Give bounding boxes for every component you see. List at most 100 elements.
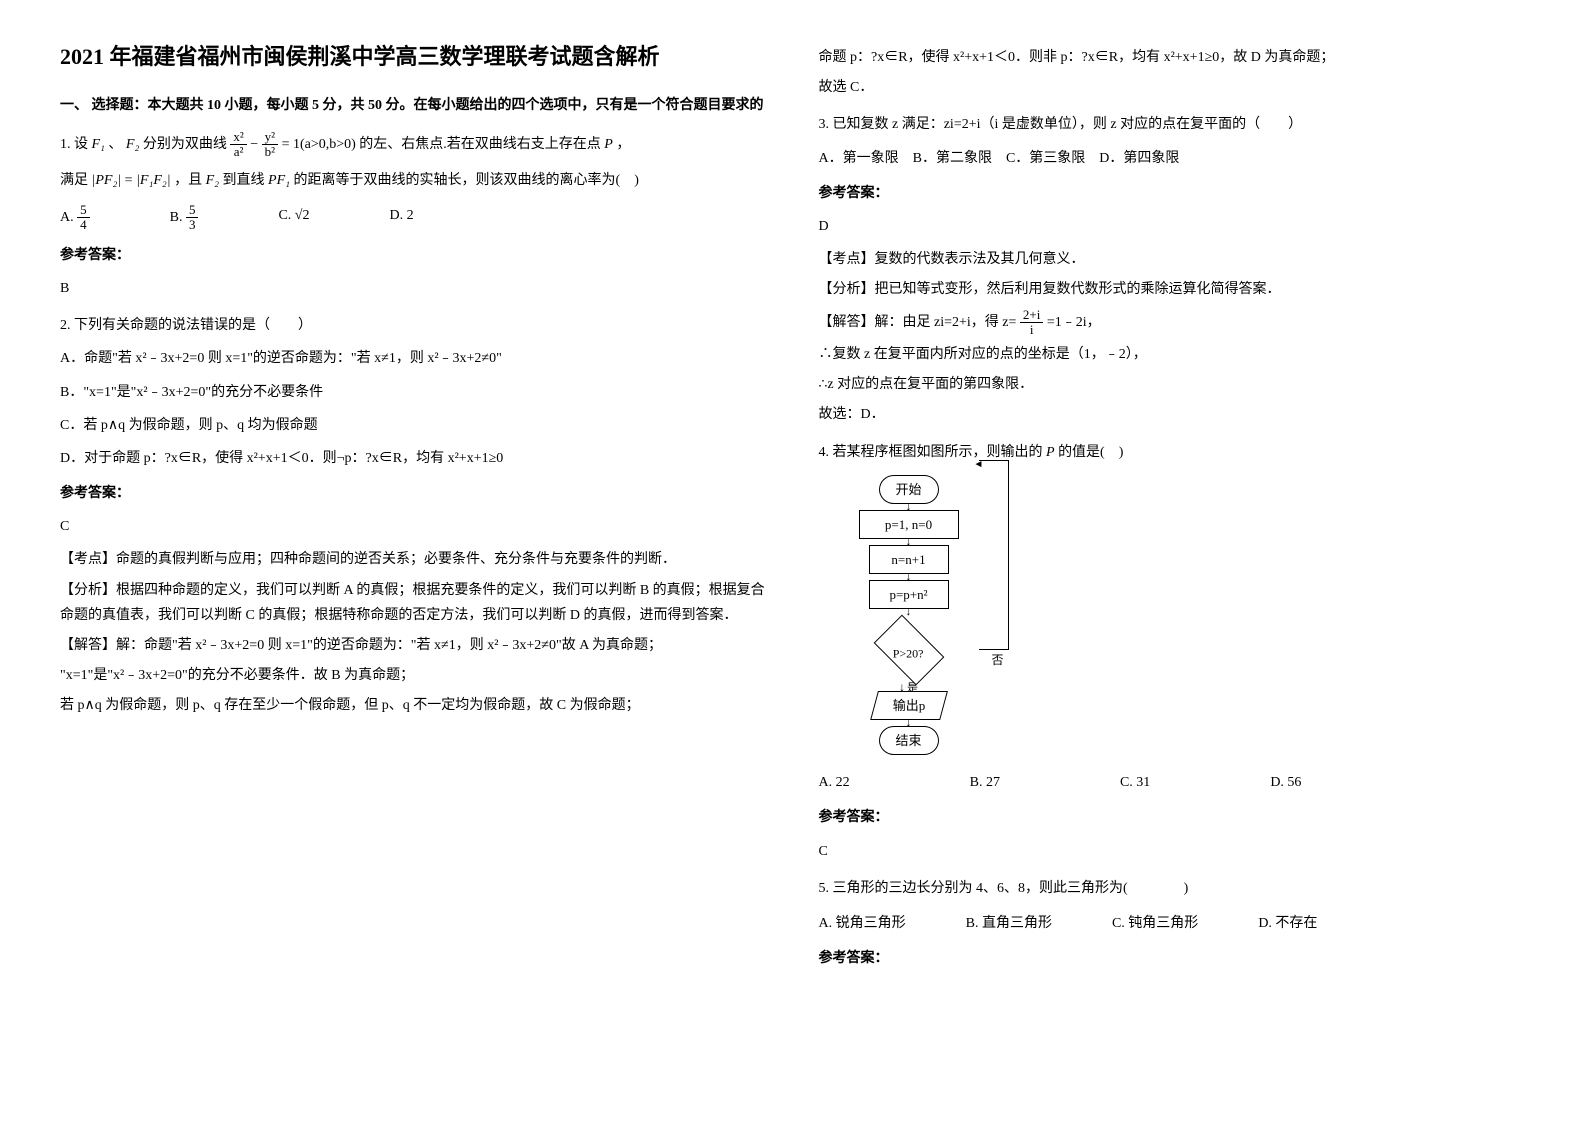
q1-p: P (604, 132, 613, 157)
flowchart: 开始 ↓ p=1, n=0 ↓ ◄ n=n+1 ↓ p=p+n² ↓ P>20?… (839, 475, 979, 755)
q1-answer: B (60, 276, 769, 301)
col2-top2: 故选 C． (819, 75, 1528, 100)
q4-answer: C (819, 839, 1528, 864)
q1-minus: − (250, 137, 261, 152)
q1-optA: A. 54 (60, 203, 90, 233)
q3-opts: A．第一象限 B．第二象限 C．第三象限 D．第四象限 (819, 146, 1528, 171)
q3-solve4: 故选：D． (819, 402, 1528, 427)
q4-answer-label: 参考答案： (819, 805, 1528, 830)
flow-output: 输出p (870, 691, 948, 720)
q5-options: A. 锐角三角形 B. 直角三角形 C. 钝角三角形 D. 不存在 (819, 911, 1528, 936)
flow-cond: P>20? (873, 615, 944, 686)
q4-text: 4. 若某程序框图如图所示，则输出的 P 的值是( ) (819, 440, 1528, 465)
arrow-icon: ↓ (839, 607, 979, 617)
question-4: 4. 若某程序框图如图所示，则输出的 P 的值是( ) 开始 ↓ p=1, n=… (819, 440, 1528, 864)
q3-frac: 2+ii (1020, 308, 1043, 338)
q2-optA: A．命题"若 x²﹣3x+2=0 则 x=1"的逆否命题为："若 x≠1，则 x… (60, 346, 769, 371)
num: 5 (186, 203, 199, 218)
q1-f2b: F₂ (206, 168, 219, 193)
frac-num: x² (230, 130, 246, 145)
flow-end: 结束 (879, 726, 939, 755)
q4-pvar: P (1046, 440, 1055, 465)
q3-analysis: 【分析】把已知等式变形，然后利用复数代数形式的乘除运算化简得答案． (819, 277, 1528, 302)
num: 2+i (1020, 308, 1043, 323)
q3-answer: D (819, 214, 1528, 239)
q2-analysis: 【分析】根据四种命题的定义，我们可以判断 A 的真假；根据充要条件的定义，我们可… (60, 578, 769, 628)
q1-f1: F₁ (92, 132, 105, 157)
q1-pf1: PF₁ (268, 168, 290, 193)
q1-prefix: 1. 设 (60, 137, 88, 152)
q4-optA: A. 22 (819, 770, 850, 795)
q3-text: 3. 已知复数 z 满足：zi=2+i（i 是虚数单位），则 z 对应的点在复平… (819, 112, 1528, 137)
den: 3 (186, 218, 199, 232)
question-1: 1. 设 F₁ 、 F₂ 分别为双曲线 x²a² − y²b² = 1(a>0,… (60, 130, 769, 301)
q1-pf2: |PF₂| (92, 168, 122, 193)
q1-answer-label: 参考答案： (60, 243, 769, 268)
question-3: 3. 已知复数 z 满足：zi=2+i（i 是虚数单位），则 z 对应的点在复平… (819, 112, 1528, 427)
question-2: 2. 下列有关命题的说法错误的是（ ） A．命题"若 x²﹣3x+2=0 则 x… (60, 313, 769, 718)
optB-label: B. (170, 210, 183, 225)
right-column: 命题 p：?x∈R，使得 x²+x+1＜0．则非 p：?x∈R，均有 x²+x+… (819, 40, 1528, 1082)
q1-text: 1. 设 F₁ 、 F₂ 分别为双曲线 x²a² − y²b² = 1(a>0,… (60, 130, 769, 160)
out-text: 输出p (883, 694, 935, 717)
num: 5 (77, 203, 90, 218)
exam-title: 2021 年福建省福州市闽侯荆溪中学高三数学理联考试题含解析 (60, 40, 769, 73)
frac-den: a² (230, 145, 246, 159)
q2-solve2: "x=1"是"x²﹣3x+2=0"的充分不必要条件．故 B 为真命题； (60, 663, 769, 688)
q1-frac1: x²a² (230, 130, 246, 160)
q1-optB: B. 53 (170, 203, 199, 233)
q4-t2: 的值是( ) (1058, 445, 1123, 460)
q5-optB: B. 直角三角形 (966, 911, 1052, 936)
flow-no: 否 (991, 650, 1003, 672)
q2-optB: B．"x=1"是"x²﹣3x+2=0"的充分不必要条件 (60, 380, 769, 405)
q1-f1f2: |F₁F₂| (136, 168, 171, 193)
frac-num: y² (262, 130, 278, 145)
q3-solve2: ∴复数 z 在复平面内所对应的点的坐标是（1，﹣2）， (819, 342, 1528, 367)
col2-top: 命题 p：?x∈R，使得 x²+x+1＜0．则非 p：?x∈R，均有 x²+x+… (819, 45, 1528, 70)
q2-optD: D．对于命题 p：?x∈R，使得 x²+x+1＜0．则¬p：?x∈R，均有 x²… (60, 446, 769, 471)
q3-point: 【考点】复数的代数表示法及其几何意义． (819, 247, 1528, 272)
left-column: 2021 年福建省福州市闽侯荆溪中学高三数学理联考试题含解析 一、 选择题：本大… (60, 40, 769, 1082)
q2-text: 2. 下列有关命题的说法错误的是（ ） (60, 313, 769, 338)
q2-point: 【考点】命题的真假判断与应用；四种命题间的逆否关系；必要条件、充分条件与充要条件… (60, 547, 769, 572)
q5-answer-label: 参考答案： (819, 946, 1528, 971)
q1-eq: = 1(a>0,b>0) (282, 137, 356, 152)
q1-f2: F₂ (126, 132, 139, 157)
q1-text1: 分别为双曲线 (143, 137, 227, 152)
q2-optC: C．若 p∧q 为假命题，则 p、q 均为假命题 (60, 413, 769, 438)
optA-frac: 54 (77, 203, 90, 233)
q3-answer-label: 参考答案： (819, 181, 1528, 206)
q5-text: 5. 三角形的三边长分别为 4、6、8，则此三角形为( ) (819, 876, 1528, 901)
q1-text3: ， (616, 137, 630, 152)
cond-text: P>20? (880, 644, 935, 666)
loop-line: ◄ (979, 460, 1009, 650)
q4-optC: C. 31 (1120, 770, 1150, 795)
den: i (1020, 323, 1043, 337)
q1-line2: 满足 |PF₂| = |F₁F₂| ，且 F₂ 到直线 PF₁ 的距离等于双曲线… (60, 168, 769, 193)
frac-den: b² (262, 145, 278, 159)
question-5: 5. 三角形的三边长分别为 4、6、8，则此三角形为( ) A. 锐角三角形 B… (819, 876, 1528, 972)
q5-optD: D. 不存在 (1258, 911, 1317, 936)
optA-label: A. (60, 210, 74, 225)
q3-solve3: ∴z 对应的点在复平面的第四象限． (819, 372, 1528, 397)
q4-optB: B. 27 (970, 770, 1000, 795)
q1-l2b: ，且 (174, 173, 202, 188)
q2-answer-label: 参考答案： (60, 481, 769, 506)
q1-l2d: 的距离等于双曲线的实轴长，则该双曲线的离心率为( ) (294, 173, 639, 188)
q1-l2c: 到直线 (223, 173, 265, 188)
q1-frac2: y²b² (262, 130, 278, 160)
q1-text2: 的左、右焦点.若在双曲线右支上存在点 (359, 137, 601, 152)
optB-frac: 53 (186, 203, 199, 233)
q3-s1b: =1﹣2i， (1047, 315, 1101, 330)
q1-options: A. 54 B. 53 C. √2 D. 2 (60, 203, 769, 233)
q2-answer: C (60, 514, 769, 539)
den: 4 (77, 218, 90, 232)
q3-solve1: 【解答】解：由足 zi=2+i，得 z= 2+ii =1﹣2i， (819, 308, 1528, 338)
q1-optD: D. 2 (390, 203, 414, 233)
q1-optC: C. √2 (278, 203, 309, 233)
q1-l2a: 满足 (60, 173, 88, 188)
q4-optD: D. 56 (1270, 770, 1301, 795)
q1-eqsign: = (125, 173, 133, 188)
q4-options: A. 22 B. 27 C. 31 D. 56 (819, 770, 1528, 795)
q5-optA: A. 锐角三角形 (819, 911, 906, 936)
